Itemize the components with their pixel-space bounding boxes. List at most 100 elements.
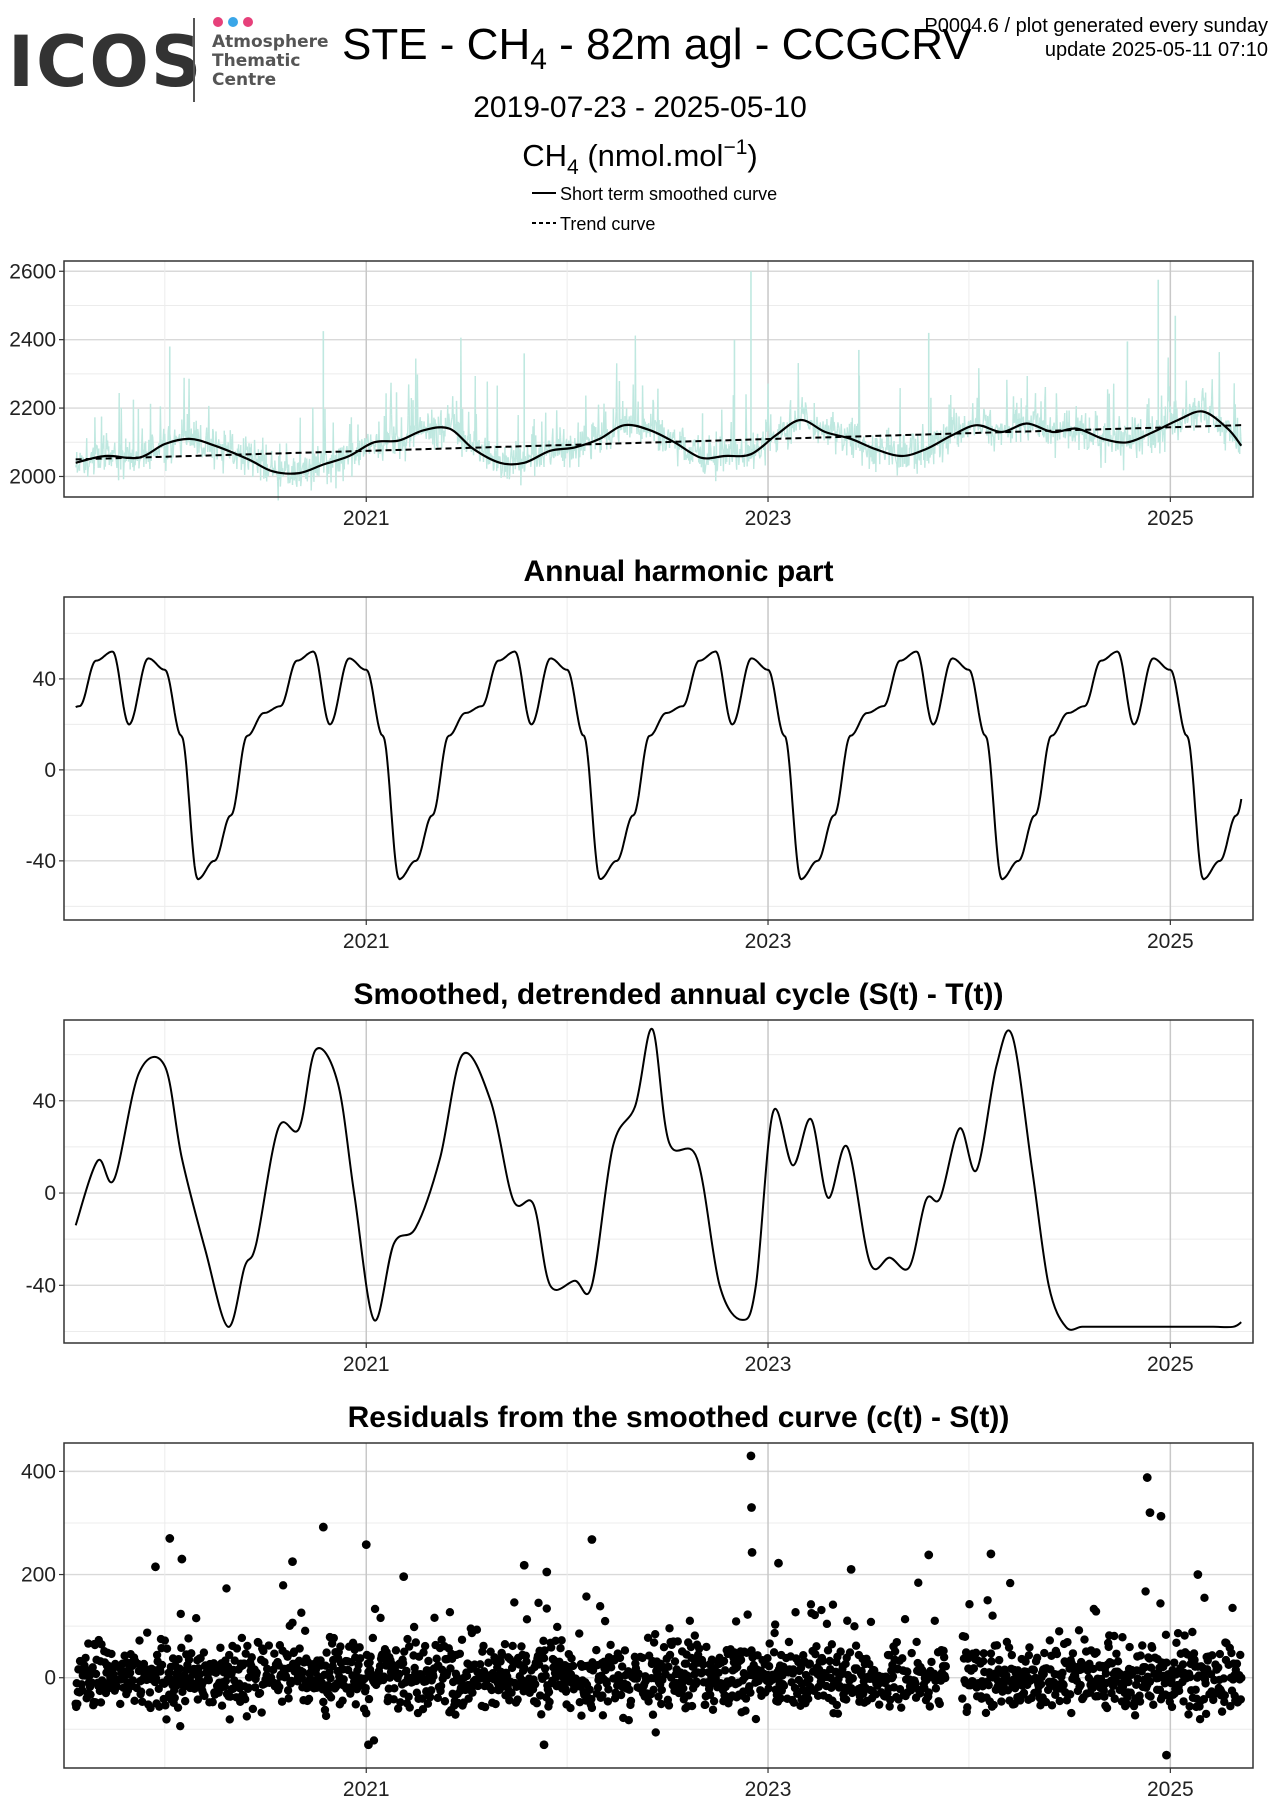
raw-segment: [875, 437, 878, 473]
residual-point: [654, 1692, 663, 1701]
raw-segment: [971, 422, 973, 425]
raw-segment: [597, 404, 600, 434]
raw-segment: [211, 428, 214, 458]
raw-segment: [1231, 439, 1234, 442]
raw-segment: [721, 409, 723, 449]
raw-segment: [114, 442, 116, 456]
raw-segment: [177, 435, 180, 440]
unit-label: CH4 (nmol.mol−1): [522, 136, 757, 179]
residual-point: [364, 1740, 373, 1750]
raw-segment: [838, 428, 841, 436]
residual-point: [275, 1682, 284, 1692]
raw-segment: [736, 444, 739, 454]
residual-point: [161, 1701, 170, 1710]
raw-segment: [1134, 417, 1137, 436]
raw-segment: [979, 426, 982, 433]
residual-point: [1201, 1709, 1211, 1719]
residual-point: [1125, 1642, 1134, 1652]
raw-segment: [1044, 387, 1047, 437]
raw-segment: [626, 421, 629, 436]
residual-point: [250, 1683, 260, 1692]
raw-segment: [963, 415, 966, 427]
raw-segment: [738, 457, 741, 466]
residual-point: [720, 1666, 730, 1675]
raw-segment: [866, 450, 869, 458]
residual-point: [958, 1694, 967, 1703]
raw-segment: [1185, 380, 1188, 420]
residual-point: [152, 1650, 162, 1660]
raw-segment: [1033, 413, 1036, 420]
residual-point: [522, 1657, 531, 1666]
residual-point: [648, 1710, 658, 1719]
residual-point: [446, 1664, 455, 1673]
raw-segment: [618, 381, 621, 426]
residual-point: [1099, 1686, 1108, 1695]
raw-segment: [1154, 445, 1157, 449]
raw-segment: [439, 415, 442, 435]
raw-segment: [704, 470, 706, 474]
raw-segment: [993, 438, 996, 452]
residual-point: [298, 1668, 308, 1677]
residual-point: [222, 1584, 231, 1593]
residual-point: [389, 1695, 398, 1704]
residual-point: [911, 1679, 920, 1688]
raw-segment: [1078, 429, 1081, 451]
raw-segment: [312, 407, 315, 473]
raw-segment: [536, 464, 539, 467]
raw-segment: [1173, 401, 1176, 433]
raw-segment: [1211, 379, 1214, 406]
raw-segment: [794, 410, 797, 420]
raw-segment: [612, 408, 615, 437]
raw-segment: [716, 469, 718, 472]
raw-segment: [240, 458, 243, 470]
raw-segment: [972, 403, 974, 426]
raw-segment: [804, 402, 807, 406]
raw-segment: [197, 428, 200, 435]
raw-segment: [1228, 420, 1230, 426]
raw-segment: [333, 458, 335, 461]
residual-point: [684, 1691, 693, 1700]
residual-point: [810, 1610, 820, 1620]
residual-point: [823, 1646, 833, 1655]
residual-point: [659, 1642, 669, 1652]
residual-point: [615, 1653, 625, 1663]
raw-segment: [286, 458, 289, 469]
raw-segment: [505, 455, 508, 459]
raw-segment: [651, 399, 654, 433]
residual-point: [828, 1600, 838, 1609]
raw-segment: [703, 440, 706, 474]
raw-segment: [478, 440, 481, 461]
residual-point: [260, 1658, 269, 1667]
raw-segment: [483, 443, 486, 454]
raw-segment: [181, 433, 184, 436]
residual-point: [532, 1699, 542, 1708]
residual-point: [979, 1656, 988, 1666]
residual-point: [593, 1683, 603, 1693]
residual-point: [243, 1641, 252, 1651]
residual-point: [1219, 1674, 1228, 1683]
logo-line-3: Centre: [212, 70, 276, 90]
residual-point: [1189, 1649, 1199, 1658]
residual-point: [277, 1697, 287, 1706]
residual-point: [685, 1616, 695, 1626]
residual-point: [924, 1550, 934, 1560]
residual-point: [836, 1647, 845, 1656]
raw-segment: [448, 413, 451, 422]
raw-segment: [814, 432, 816, 436]
residual-point: [541, 1671, 550, 1680]
residual-point: [994, 1655, 1004, 1665]
raw-segment: [246, 446, 249, 467]
residual-point: [96, 1698, 106, 1707]
raw-segment: [636, 421, 639, 434]
residual-point: [846, 1564, 856, 1574]
residual-point: [534, 1598, 543, 1608]
residual-point: [695, 1644, 704, 1653]
residual-point: [507, 1688, 516, 1697]
raw-segment: [1125, 433, 1127, 438]
residual-point: [912, 1637, 921, 1647]
residual-point: [1191, 1685, 1200, 1694]
raw-segment: [931, 434, 934, 446]
raw-segment: [179, 444, 182, 455]
raw-segment: [199, 425, 202, 447]
raw-segment: [276, 472, 279, 482]
